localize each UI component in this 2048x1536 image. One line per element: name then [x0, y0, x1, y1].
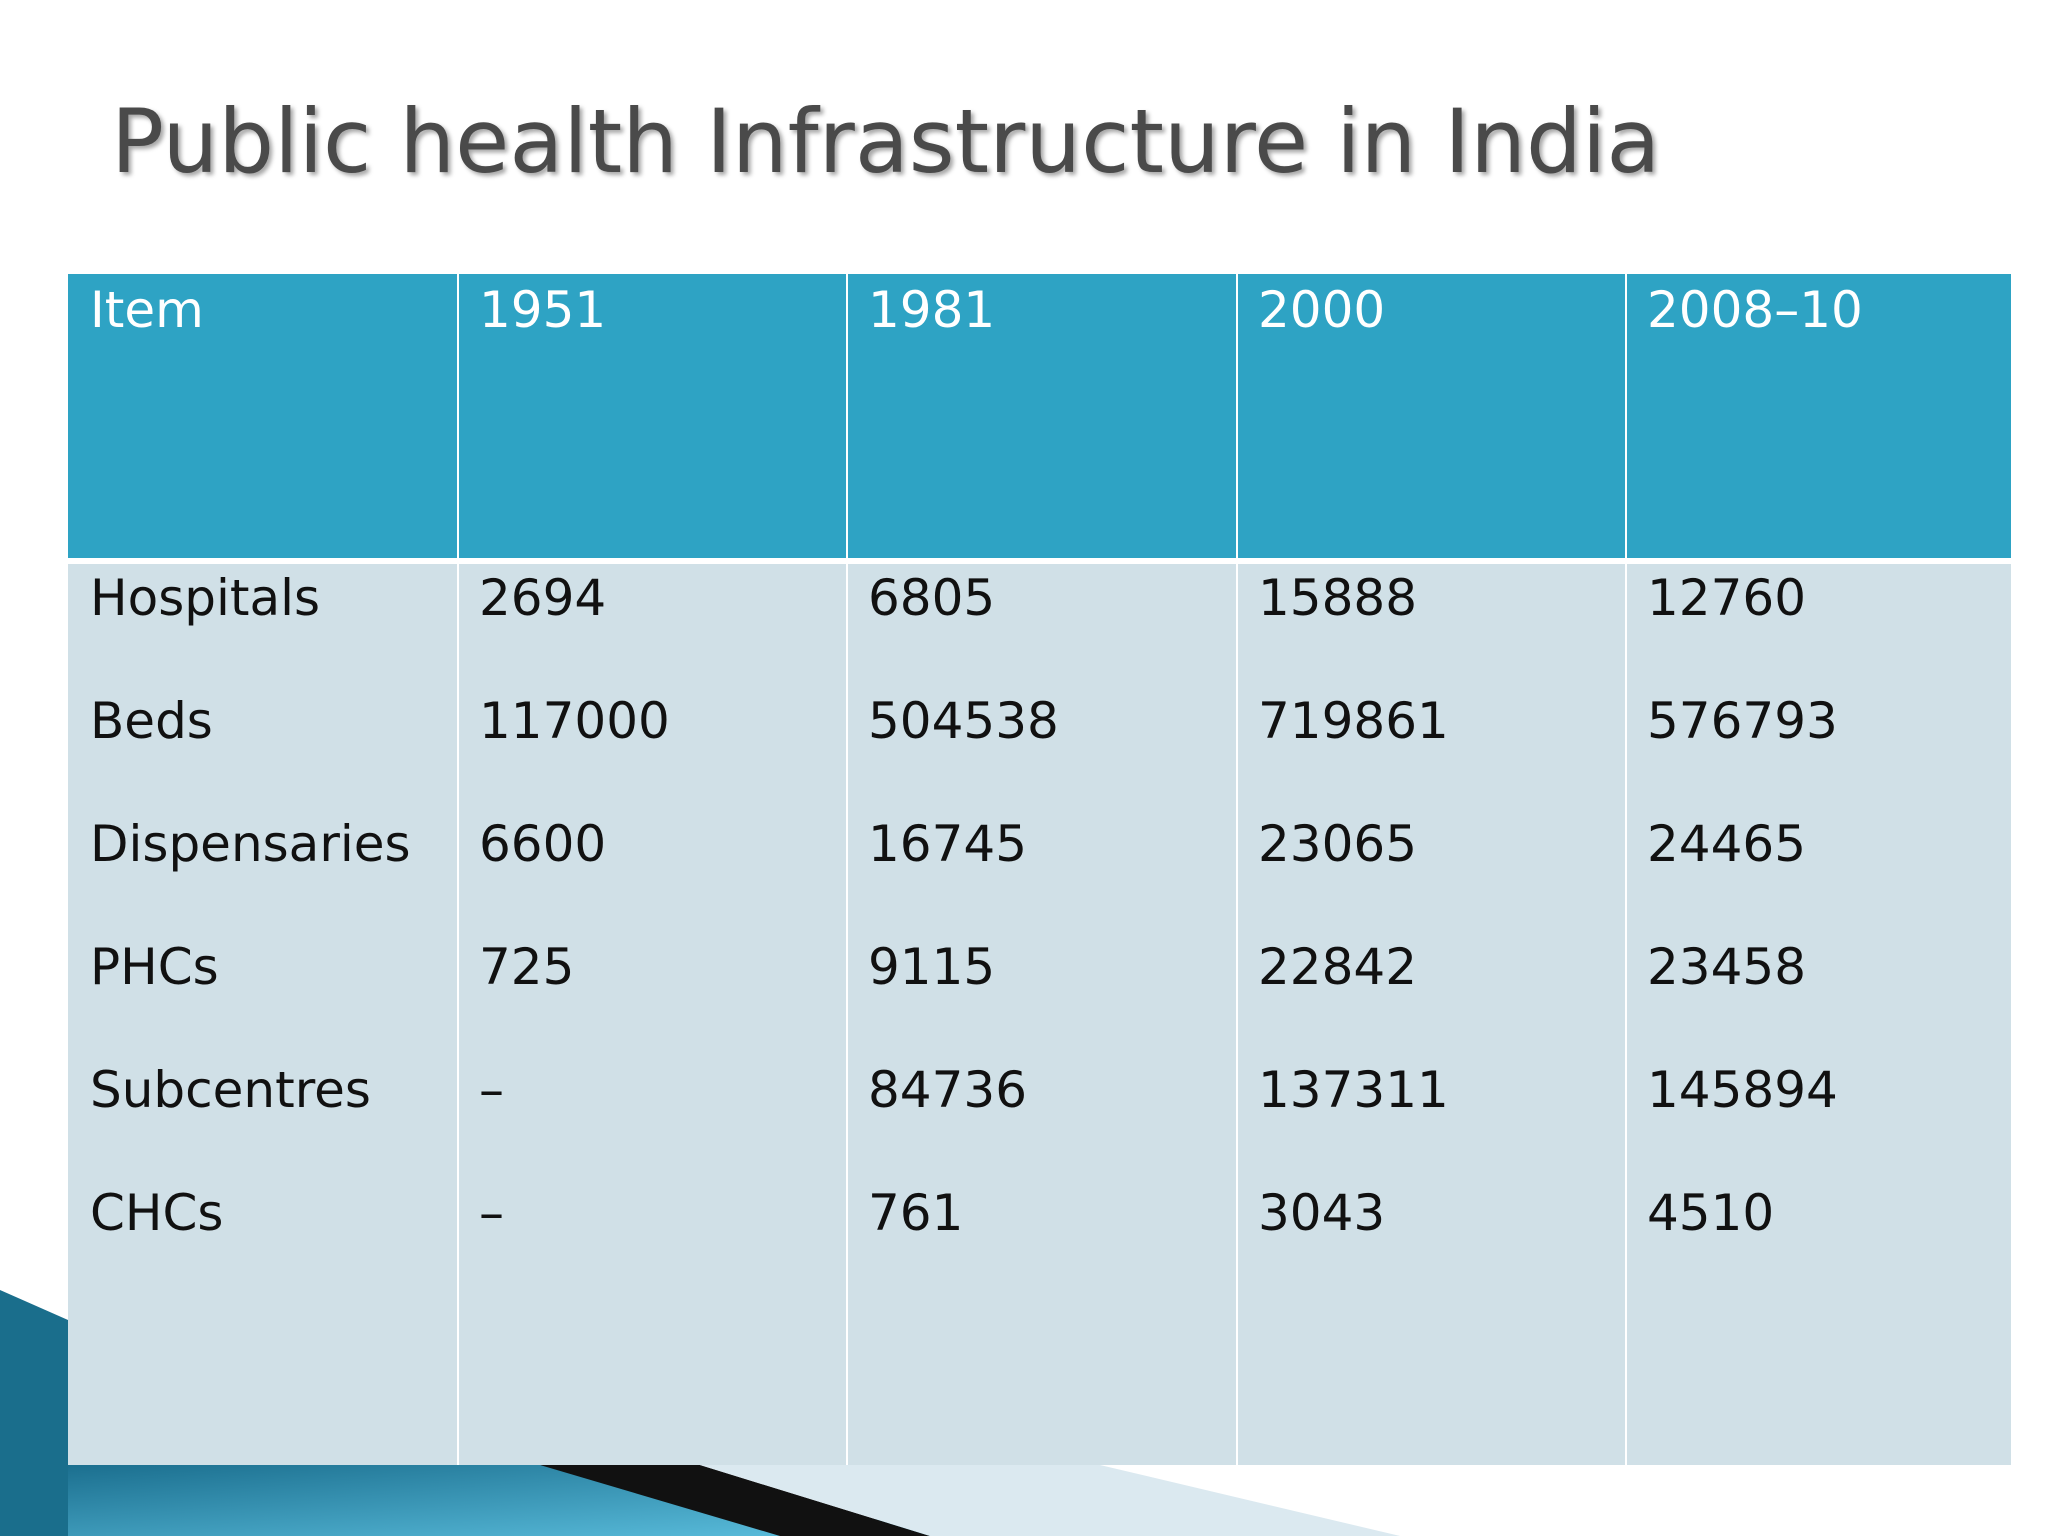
row-label: CHCs [90, 1184, 224, 1242]
row-label: Dispensaries [90, 815, 411, 873]
header-cell [1627, 274, 2011, 558]
body-cell [68, 564, 457, 1465]
cell-value: 24465 [1647, 815, 1807, 873]
cell-value: 22842 [1258, 938, 1418, 996]
cell-value: – [479, 1061, 504, 1119]
cell-value: 576793 [1647, 692, 1838, 750]
cell-value: 761 [868, 1184, 964, 1242]
header-text: 1951 [479, 281, 607, 339]
row-label: Beds [90, 692, 213, 750]
cell-value: 23458 [1647, 938, 1807, 996]
cell-value: 504538 [868, 692, 1059, 750]
cell-value: 23065 [1258, 815, 1418, 873]
cell-value: – [479, 1184, 504, 1242]
body-cell [848, 564, 1236, 1465]
slide-title: Public health Infrastructure in India [111, 90, 1661, 193]
cell-value: 719861 [1258, 692, 1449, 750]
cell-value: 16745 [868, 815, 1028, 873]
cell-value: 15888 [1258, 569, 1418, 627]
header-cell [848, 274, 1236, 558]
header-cell [459, 274, 846, 558]
shape [700, 1465, 1400, 1536]
cell-value: 12760 [1647, 569, 1807, 627]
body-cell [459, 564, 846, 1465]
cell-value: 6805 [868, 569, 996, 627]
body-cell [1627, 564, 2011, 1465]
cell-value: 137311 [1258, 1061, 1449, 1119]
cell-value: 2694 [479, 569, 607, 627]
header-text: 2000 [1258, 281, 1386, 339]
cell-value: 9115 [868, 938, 996, 996]
row-label: Hospitals [90, 569, 321, 627]
cell-value: 145894 [1647, 1061, 1838, 1119]
cell-value: 3043 [1258, 1184, 1386, 1242]
shape [540, 1465, 930, 1536]
shape [0, 1290, 68, 1536]
cell-value: 6600 [479, 815, 607, 873]
cell-value: 84736 [868, 1061, 1028, 1119]
header-text: 2008–10 [1647, 281, 1863, 339]
body-cell [1238, 564, 1625, 1465]
header-cell [1238, 274, 1625, 558]
row-label: Subcentres [90, 1061, 371, 1119]
header-cell [68, 274, 457, 558]
cell-value: 117000 [479, 692, 670, 750]
header-text: 1981 [868, 281, 996, 339]
header-text: Item [90, 281, 204, 339]
row-label: PHCs [90, 938, 219, 996]
cell-value: 725 [479, 938, 575, 996]
cell-value: 4510 [1647, 1184, 1775, 1242]
